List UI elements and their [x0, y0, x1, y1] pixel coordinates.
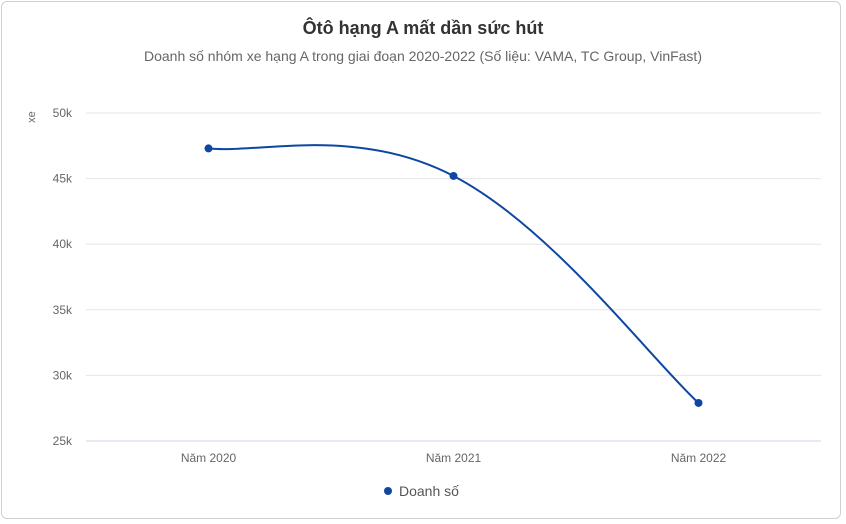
x-axis-ticks: Năm 2020 Năm 2021 Năm 2022: [181, 451, 727, 465]
data-point[interactable]: [694, 398, 703, 407]
series-line: [208, 144, 700, 404]
x-tick-label: Năm 2020: [181, 451, 237, 465]
chart-subtitle: Doanh số nhóm xe hạng A trong giai đoạn …: [143, 48, 702, 64]
y-tick-label: 25k: [53, 434, 73, 448]
y-axis-label: xe: [26, 111, 38, 123]
y-tick-label: 45k: [53, 172, 73, 186]
legend-item[interactable]: Doanh số: [384, 483, 459, 499]
legend: Doanh số: [384, 483, 459, 499]
y-tick-label: 30k: [53, 368, 73, 382]
legend-label: Doanh số: [399, 483, 459, 499]
x-tick-label: Năm 2022: [671, 451, 727, 465]
grid-lines: [86, 112, 821, 442]
y-tick-label: 40k: [53, 237, 73, 251]
series-group: [204, 144, 703, 407]
y-tick-label: 50k: [53, 106, 73, 120]
chart-title: Ôtô hạng A mất dần sức hút: [302, 18, 544, 38]
legend-marker-icon: [384, 487, 392, 495]
y-tick-label: 35k: [53, 303, 73, 317]
data-point[interactable]: [204, 144, 213, 153]
x-tick-label: Năm 2021: [426, 451, 482, 465]
y-axis-ticks: 25k 30k 35k 40k 45k 50k: [53, 106, 73, 448]
data-point[interactable]: [449, 171, 458, 180]
